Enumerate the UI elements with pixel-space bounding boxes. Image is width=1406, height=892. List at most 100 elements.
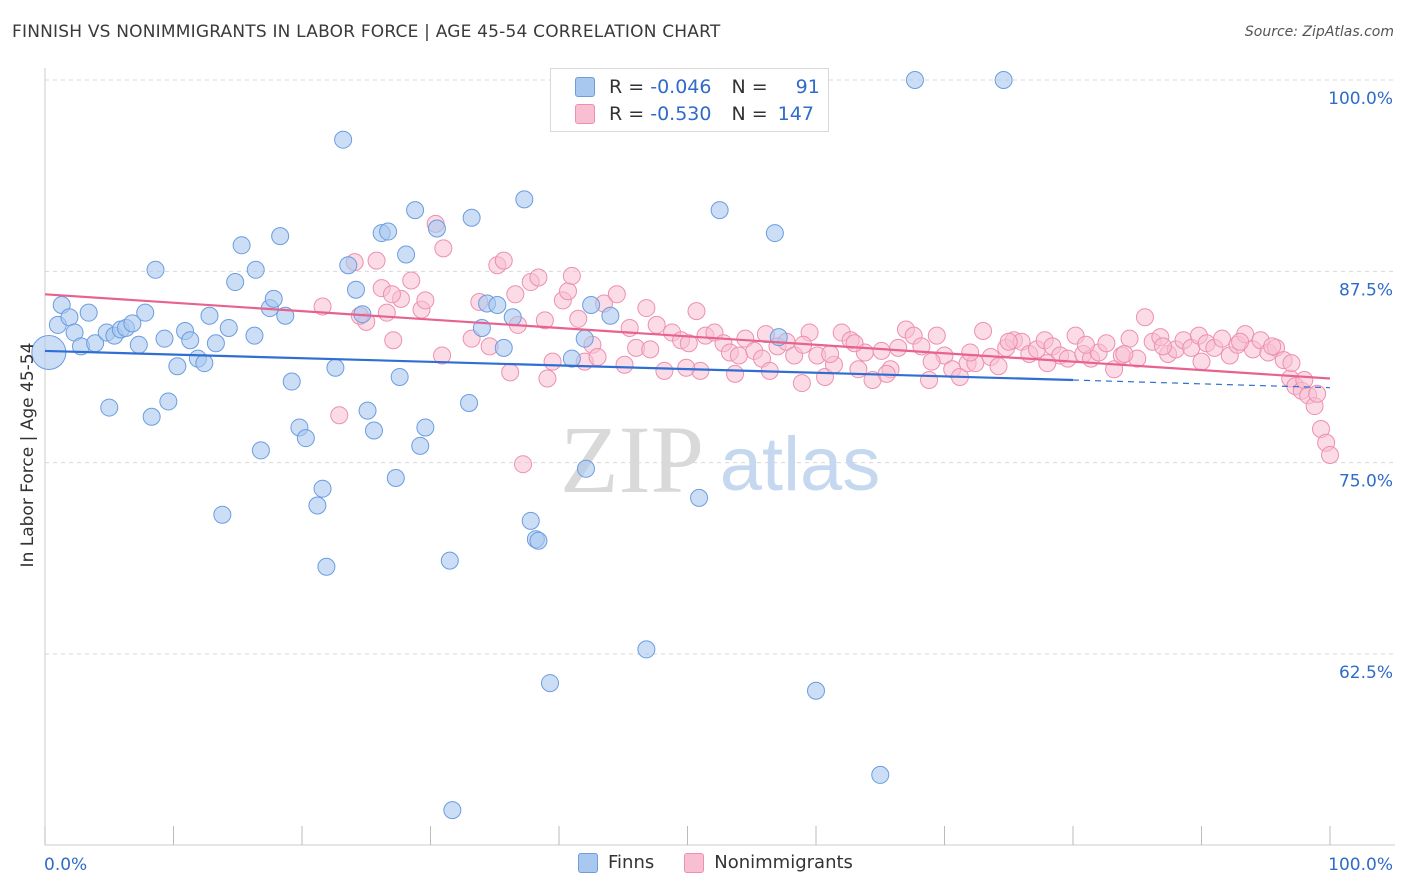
finns-point [575,329,594,348]
y-tick-label: 87.5% [1339,280,1393,300]
nonimmigrants-point [922,352,941,371]
finns-point [427,219,446,238]
finns-point [503,308,522,327]
finns-point [541,674,560,693]
x-tick-label: 100.0% [1328,855,1393,875]
nonimmigrants-point [687,302,706,321]
nonimmigrants-point [1097,334,1116,353]
finns-point [206,334,225,353]
nonimmigrants-point [974,322,993,341]
finns-point [339,256,358,275]
legend-finns-n-value: 91 [795,76,820,98]
legend-finns-r-value: -0.046 [650,76,712,98]
finns-point [562,349,581,368]
nonimmigrants-point [1308,384,1327,403]
watermark-atlas: atlas [720,422,881,507]
finns-point [637,640,656,659]
series-swatch-nonimmigrants [684,852,705,873]
finns-point [807,681,825,700]
finns-point [871,765,890,784]
chart-title: FINNISH VS NONIMMIGRANTS IN LABOR FORCE … [12,22,721,42]
nonimmigrants-point [615,355,634,374]
finns-point [246,260,265,279]
nonimmigrants-point [569,309,588,328]
finns-point [416,418,435,437]
nonimmigrants-point [1282,354,1301,373]
nonimmigrants-point [920,371,939,390]
watermark-zip: ZIP [560,406,704,513]
nonimmigrants-point [1213,329,1232,348]
y-tick-label: 62.5% [1339,663,1393,683]
finns-point [765,224,784,243]
finns-point [515,190,534,209]
finns-point [406,201,425,220]
finns-point [226,273,245,292]
y-tick-label: 75.0% [1339,472,1393,492]
nonimmigrants-point [849,360,868,379]
nonimmigrants-point [535,311,554,330]
nonimmigrants-point [641,340,660,359]
finns-point [282,372,301,391]
watermark: ZIP atlas [560,406,880,513]
finns-point [521,511,540,530]
axes [44,68,1395,846]
chart-source: Source: ZipAtlas.com [1244,24,1394,40]
nonimmigrants-point [384,331,403,350]
finns-point [358,401,377,420]
nonimmigrants-point [402,271,421,290]
nonimmigrants-point [792,374,811,393]
legend-swatch-nonimmigrants [575,104,595,124]
finns-point [123,314,142,333]
finns-point [488,296,507,315]
finns-point [264,289,283,308]
tick-labels: 100.0% 87.5% 75.0% 62.5% 0.0% 100.0% [44,89,1393,875]
finns-point [136,303,155,322]
finns-point [245,326,264,345]
legend-non-n-value: 147 [777,103,814,125]
nonimmigrants-point [679,334,698,353]
nonimmigrants-point [506,285,525,304]
finns-point [155,329,174,348]
finns-point [397,245,416,264]
finns-point [411,436,430,455]
legend-non-r-label: R = [609,103,645,125]
finns-point [462,208,481,227]
nonimmigrants-point [1038,354,1057,373]
finns-point [710,201,729,220]
nonimmigrants-point [677,358,696,377]
nonimmigrants-point [494,251,513,270]
nonimmigrants-point [538,369,557,388]
finns-point [276,306,295,325]
finns-point [443,801,462,820]
nonimmigrants-point [1058,349,1077,368]
finns-point [168,357,187,376]
nonimmigrants-point [961,343,980,362]
legend-finns-r-label: R = [609,76,645,98]
nonimmigrants-point [647,315,666,334]
legend-finns-n-label: N = [731,76,768,98]
series-label-finns: Finns [608,852,655,873]
nonimmigrants-point [1076,335,1095,354]
finns-point [313,479,332,498]
finns-point [142,407,161,426]
nonimmigrants-point [1192,352,1211,371]
finns-point [271,227,290,246]
finns-point [576,459,595,478]
finns-point [346,280,365,299]
finns-point [440,551,459,570]
nonimmigrants-point [434,239,453,258]
legend-row-finns: R = -0.046 N = 91 [575,74,820,100]
nonimmigrants-point [821,344,840,363]
stats-legend: R = -0.046 N = 91 R = -0.530 N = 147 [550,68,829,132]
nonimmigrants-point [330,406,349,425]
finns-point [690,488,709,507]
finns-point [195,354,214,373]
nonimmigrants-point [1321,446,1339,465]
series-label-nonimmigrants: Nonimmigrants [714,852,853,873]
finns-point [317,557,336,576]
finns-point [159,392,178,411]
nonimmigrants-point [845,334,864,353]
nonimmigrants-point [729,346,748,365]
series-swatch-finns [578,852,598,873]
nonimmigrants-point [382,285,401,304]
